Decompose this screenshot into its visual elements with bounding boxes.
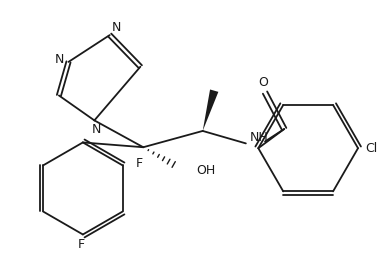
- Text: NH: NH: [250, 131, 268, 144]
- Text: Cl: Cl: [366, 142, 378, 155]
- Text: OH: OH: [196, 164, 215, 177]
- Text: O: O: [258, 76, 268, 89]
- Text: F: F: [77, 238, 85, 250]
- Polygon shape: [203, 90, 218, 131]
- Text: N: N: [55, 54, 65, 67]
- Text: F: F: [136, 157, 143, 170]
- Text: N: N: [91, 123, 101, 135]
- Text: N: N: [112, 21, 121, 34]
